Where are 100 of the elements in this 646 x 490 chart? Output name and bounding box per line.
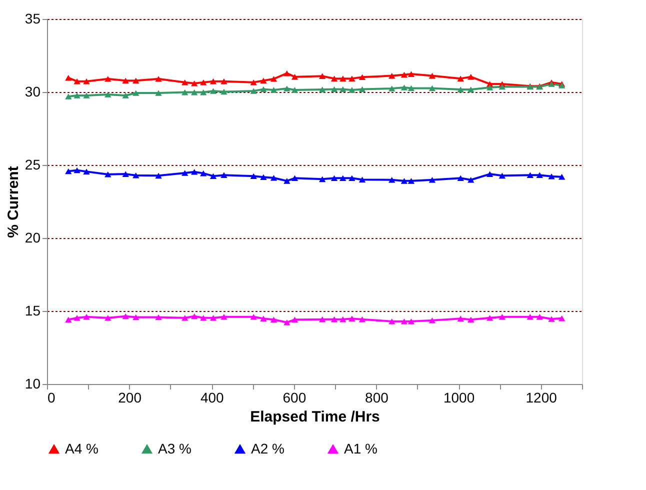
point [65,316,72,323]
point [291,316,298,323]
x-tick-label: 400 [200,390,224,406]
point [200,89,207,96]
point [104,314,112,321]
point [358,176,366,183]
point [428,176,436,183]
point [270,87,278,93]
point [74,167,80,174]
point [220,78,228,84]
point [83,314,90,320]
point [330,86,338,92]
point [270,316,278,323]
point [457,316,464,322]
point [408,318,415,324]
x-tick-label: 1200 [526,390,558,406]
point [486,84,494,90]
point [260,78,267,84]
point [428,85,436,92]
point [250,88,257,94]
point [457,76,464,82]
point [340,175,346,182]
point [468,86,474,92]
point [291,87,298,93]
point [270,174,278,181]
y-tick-label: 15 [24,302,41,318]
y-tick-label: 10 [24,376,41,392]
point [132,314,140,320]
point [340,76,346,82]
point [182,79,188,86]
point [486,171,494,177]
y-tick-label: 35 [24,10,41,26]
point [498,314,506,320]
point [250,79,257,86]
y-tick-label: 30 [24,84,41,100]
y-axis-title: % Current [4,166,22,238]
point [104,76,112,82]
point [270,76,278,82]
point [74,314,80,321]
point [210,173,217,179]
legend-label: A1 % [344,440,378,456]
legend-label: A4 % [65,440,98,456]
point [65,168,72,174]
point [83,92,90,98]
point [65,74,72,81]
point [428,72,436,79]
x-tick-label: 200 [118,390,142,406]
point [122,92,129,98]
x-axis-title: Elapsed Time /Hrs [250,408,380,426]
legend-label: A3 % [158,440,192,456]
point [260,174,267,180]
x-tick-label: 600 [282,390,306,406]
point [190,168,198,175]
point [498,172,506,179]
point [536,314,543,320]
point [200,314,207,321]
x-tick-label: 0 [48,390,56,406]
point [104,92,112,98]
point [348,87,356,93]
point [83,168,90,174]
point [182,89,188,96]
point [486,314,494,321]
point [400,318,408,324]
point [155,314,162,320]
point [190,80,198,86]
point [457,175,464,182]
point [182,170,188,176]
point [200,79,207,86]
point [400,72,408,78]
point [468,316,474,323]
y-tick-label: 25 [24,156,41,172]
point [468,176,474,183]
point [400,84,408,90]
point [358,86,366,92]
point [132,78,140,84]
point [284,319,290,326]
point [318,176,326,182]
x-tick-label: 800 [365,390,389,406]
point [65,94,72,100]
point [220,172,228,178]
point [250,173,257,179]
point [400,178,408,184]
point [388,86,396,92]
point [358,74,366,80]
point [122,78,129,84]
point [318,316,326,322]
point [284,86,290,92]
point [155,76,162,82]
point [132,90,140,96]
point [260,86,267,92]
point [388,72,396,79]
point [122,171,129,177]
point [330,175,338,182]
point [558,174,566,180]
point [190,313,198,320]
y-tick-label: 20 [24,230,41,246]
point [340,86,346,92]
point [155,90,162,96]
point [498,84,506,90]
point [74,78,80,84]
